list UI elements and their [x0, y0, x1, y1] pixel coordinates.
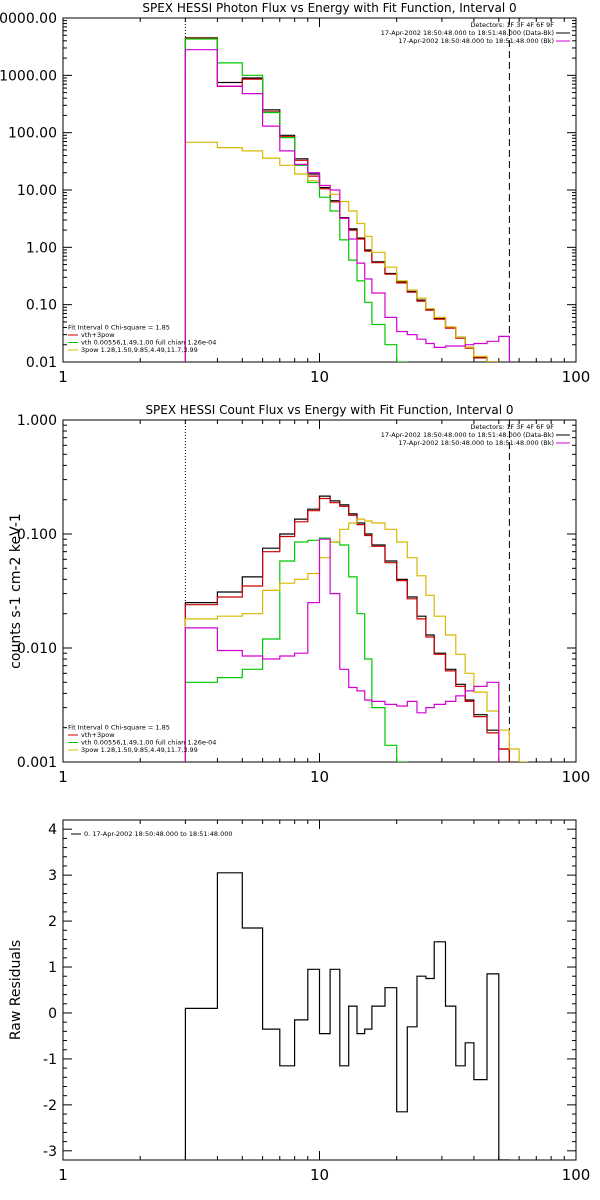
info-line: Detectors: 1F 3F 4F 6F 9F	[470, 423, 554, 431]
y-tick-label: 100.00	[8, 126, 57, 142]
y-tick-label: 10.00	[17, 183, 57, 199]
legend-line: vth 0.00556,1.49,1.00 full chian 1.26e-0…	[81, 739, 216, 747]
y-tick-label: 2	[48, 914, 57, 930]
x-tick-label: 100	[562, 1166, 591, 1184]
y-tick-label: -2	[43, 1098, 57, 1114]
chart-panel-3: 1 10 100 -3 -2 -1 0 1 2 3 4 Raw Residuals 0. 17-Apr-…	[8, 819, 591, 1184]
legend-line: vth+3pow	[81, 731, 115, 739]
legend-line: 3pow 1.28,1.50,9.85,4.49,11.7,3.99	[81, 746, 198, 754]
chart-panel-2: SPEX HESSI Count Flux vs Energy with Fit…	[8, 403, 590, 786]
series-group	[184, 495, 528, 762]
y-axis-label: Raw Residuals	[8, 940, 24, 1040]
x-tick-label: 1	[58, 768, 68, 786]
y-tick-label: 0.001	[17, 755, 57, 771]
y-tick-label: 0.01	[26, 355, 57, 371]
series-vth-3pow	[184, 37, 499, 362]
series-vth-3pow	[184, 497, 510, 762]
y-tick-label: 0.10	[26, 298, 57, 314]
series-data-bk	[184, 495, 510, 762]
y-tick-label: 1.00	[26, 240, 57, 256]
series-group	[184, 872, 510, 1160]
series-vth	[184, 537, 408, 762]
y-tick-label: 3	[48, 868, 57, 884]
y-tick-label: 1.000	[17, 413, 57, 429]
series-group	[184, 37, 510, 362]
legend-line: 3pow 1.28,1.50,9.85,4.49,11.7,3.99	[81, 346, 198, 354]
chart-title: SPEX HESSI Count Flux vs Energy with Fit…	[145, 403, 513, 417]
legend-line: 0. 17-Apr-2002 18:50:48.000 to 18:51:48.…	[84, 830, 233, 838]
info-line: 17-Apr-2002 18:50:48.000 to 18:51:48.000…	[398, 37, 554, 45]
series-3pow	[184, 141, 499, 362]
y-tick-label: -1	[43, 1052, 57, 1068]
series-3pow	[184, 518, 528, 762]
x-tick-label: 1	[58, 1166, 68, 1184]
x-tick-label: 100	[562, 368, 591, 386]
y-tick-label: -3	[43, 1144, 57, 1160]
info-line: 17-Apr-2002 18:50:48.000 to 18:51:48.000…	[381, 29, 554, 37]
legend-line: Fit Interval 0 Chi-square = 1.85	[68, 324, 170, 332]
x-tick-label: 10	[310, 1166, 329, 1184]
series-bk	[184, 538, 500, 762]
series-residuals	[184, 872, 510, 1160]
legend-line: vth 0.00556,1.49,1.00 full chian 1.26e-0…	[81, 339, 216, 347]
legend-line: Fit Interval 0 Chi-square = 1.85	[68, 724, 170, 732]
x-tick-label: 1	[58, 368, 68, 386]
y-tick-label: 0	[48, 1006, 57, 1022]
y-tick-label: 0.100	[17, 527, 57, 543]
chart-panel-1: SPEX HESSI Photon Flux vs Energy with Fi…	[0, 1, 590, 386]
y-tick-label: 10000.00	[0, 11, 57, 27]
legend-line: vth+3pow	[81, 331, 115, 339]
x-tick-label: 100	[562, 768, 591, 786]
y-tick-label: 1000.00	[0, 68, 57, 84]
info-line: Detectors: 1F 3F 4F 6F 9F	[470, 21, 554, 29]
info-line: 17-Apr-2002 18:50:48.000 to 18:51:48.000…	[381, 431, 554, 439]
chart-title: SPEX HESSI Photon Flux vs Energy with Fi…	[142, 1, 516, 15]
y-tick-label: 1	[48, 960, 57, 976]
info-line: 17-Apr-2002 18:50:48.000 to 18:51:48.000…	[398, 439, 554, 447]
y-axis-label: counts s-1 cm-2 keV-1	[8, 513, 24, 669]
x-tick-label: 10	[310, 768, 329, 786]
y-tick-label: 0.010	[17, 641, 57, 657]
series-bk	[184, 49, 510, 362]
y-tick-label: 4	[48, 822, 57, 838]
series-vth	[184, 38, 408, 362]
x-tick-label: 10	[310, 368, 329, 386]
